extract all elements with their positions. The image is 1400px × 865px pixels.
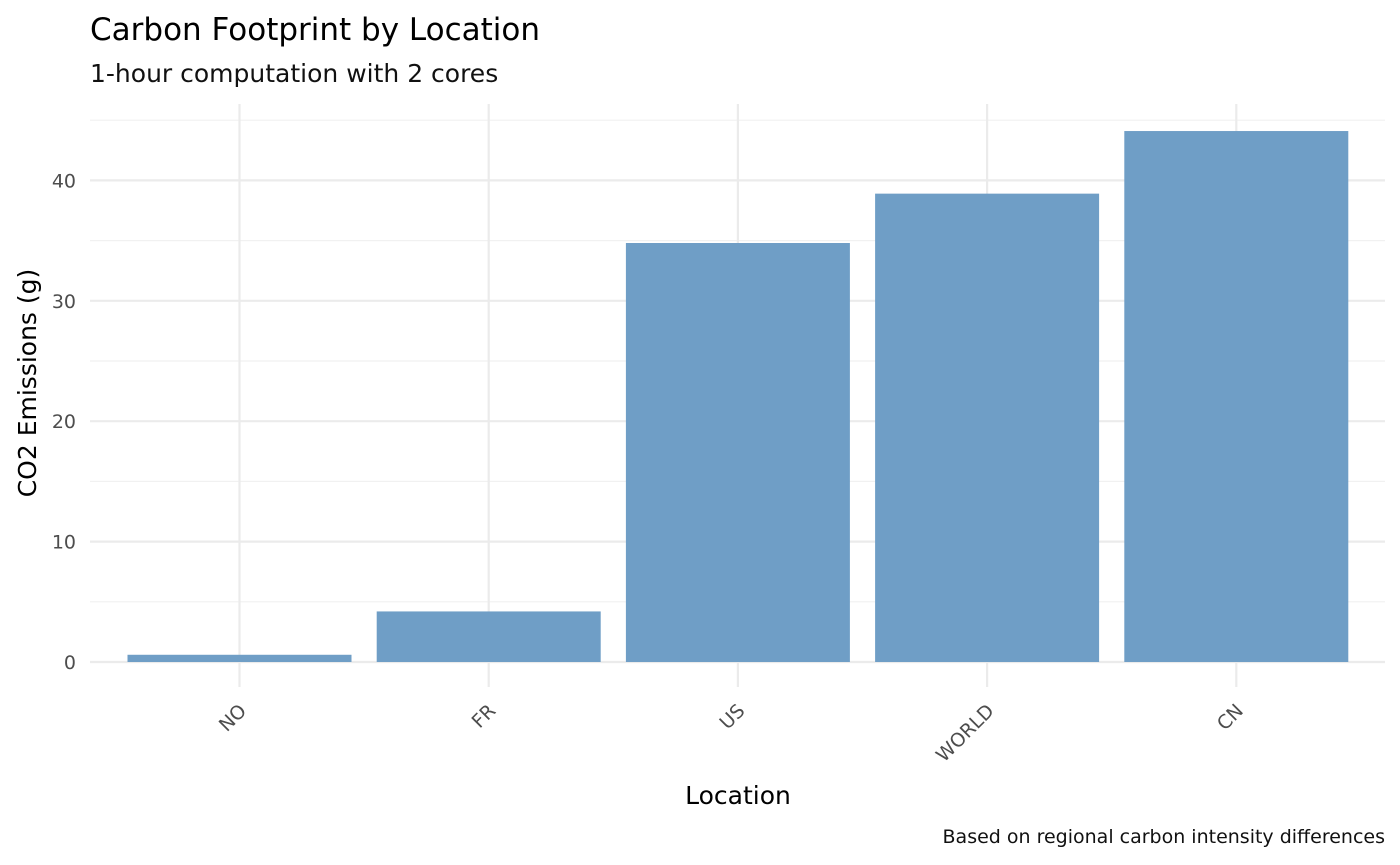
bar-no [127, 654, 352, 662]
y-tick-label: 20 [52, 411, 76, 433]
x-tick-label: NO [215, 700, 251, 736]
bars [127, 131, 1349, 663]
y-axis-ticks: 0 10 20 30 40 [52, 170, 76, 674]
chart-title: Carbon Footprint by Location [90, 12, 540, 48]
chart-caption: Based on regional carbon intensity diffe… [943, 826, 1385, 848]
bar-cn [1124, 131, 1349, 662]
y-tick-label: 0 [64, 652, 76, 674]
chart-subtitle: 1-hour computation with 2 cores [90, 59, 498, 88]
bar-us [625, 243, 850, 662]
x-tick-label: WORLD [932, 700, 999, 767]
y-tick-label: 40 [52, 170, 76, 192]
y-tick-label: 30 [52, 291, 76, 313]
bar-world [875, 193, 1100, 663]
y-axis-title: CO2 Emissions (g) [13, 269, 42, 498]
x-axis-ticks: NO FR US WORLD CN [215, 700, 1248, 767]
x-tick-label: FR [468, 700, 501, 733]
x-axis-title: Location [685, 781, 791, 810]
x-tick-label: CN [1213, 700, 1248, 735]
y-tick-label: 10 [52, 532, 76, 554]
bar-fr [376, 611, 601, 662]
x-tick-label: US [716, 700, 750, 734]
